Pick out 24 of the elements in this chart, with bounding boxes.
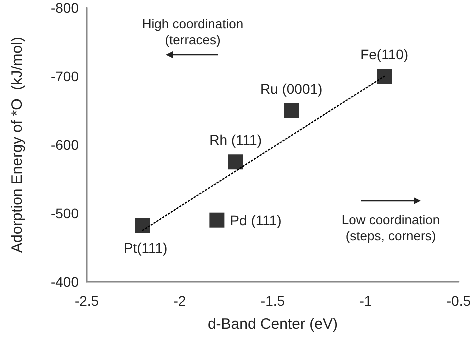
x-tick-label: -2 — [174, 293, 186, 309]
annotation: High coordination (terraces) — [142, 16, 244, 48]
annotation: Low coordination (steps, corners) — [342, 212, 440, 244]
point — [228, 154, 244, 170]
x-tick-label: -1 — [360, 293, 372, 309]
x-axis-title: d-Band Center (eV) — [208, 316, 338, 333]
x-tick-label: -1.5 — [260, 293, 286, 309]
y-axis-title: Adorption Energy of *O (kJ/mol) — [9, 37, 26, 253]
point — [284, 103, 300, 118]
annotation: Rh (111) — [210, 132, 262, 148]
annotation: Pd (111) — [230, 212, 282, 228]
y-tick-label: -800 — [50, 0, 80, 16]
x-tick-label: -2.5 — [74, 293, 100, 309]
x-tick-label: -0.5 — [446, 293, 472, 309]
annotation: Fe(110) — [360, 46, 409, 62]
annotation: Ru (0001) — [260, 80, 323, 97]
point — [377, 69, 392, 84]
y-tick-label: -700 — [50, 68, 80, 84]
point — [210, 212, 225, 228]
y-tick-label: -500 — [50, 206, 80, 222]
annotation: Pt(111) — [124, 240, 168, 256]
point — [135, 218, 150, 234]
y-tick-label: -400 — [50, 274, 80, 290]
y-tick-label: -600 — [50, 137, 80, 153]
